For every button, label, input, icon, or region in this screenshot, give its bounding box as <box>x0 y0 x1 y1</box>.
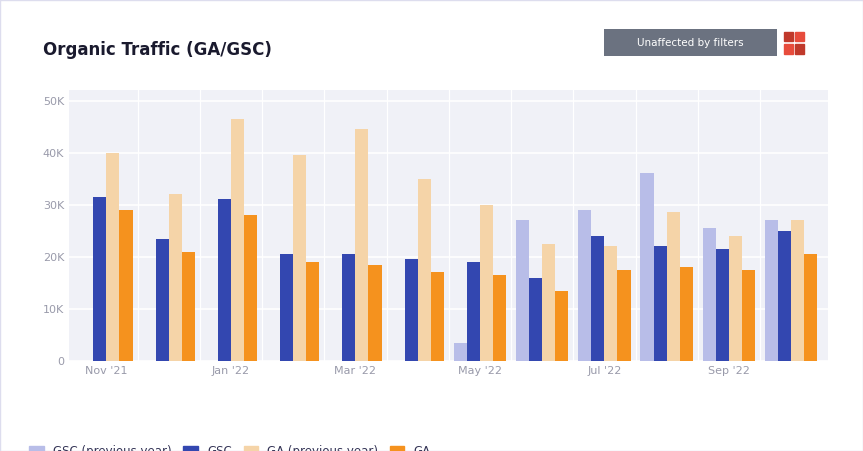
Bar <box>542 244 555 361</box>
Bar <box>343 254 356 361</box>
Bar <box>555 290 568 361</box>
Bar <box>578 210 591 361</box>
Bar <box>280 254 293 361</box>
Bar <box>702 228 715 361</box>
Bar <box>529 277 542 361</box>
Bar <box>244 215 257 361</box>
Bar <box>182 252 195 361</box>
Bar <box>666 212 680 361</box>
Bar <box>369 265 381 361</box>
Bar <box>765 220 778 361</box>
Bar <box>168 194 182 361</box>
Bar <box>791 220 804 361</box>
Bar <box>293 155 306 361</box>
Bar <box>155 239 168 361</box>
Legend: GSC (previous year), GSC, GA (previous year), GA: GSC (previous year), GSC, GA (previous y… <box>29 445 431 451</box>
Bar <box>306 262 319 361</box>
Bar <box>617 270 631 361</box>
Bar <box>796 32 804 41</box>
Bar <box>405 259 418 361</box>
Bar <box>467 262 480 361</box>
Bar <box>93 197 106 361</box>
Bar <box>480 205 493 361</box>
Text: Unaffected by filters: Unaffected by filters <box>637 38 744 48</box>
Bar <box>516 220 529 361</box>
Bar <box>784 44 792 54</box>
Bar <box>119 210 133 361</box>
Bar <box>591 236 604 361</box>
Bar <box>804 254 817 361</box>
Text: Organic Traffic (GA/GSC): Organic Traffic (GA/GSC) <box>43 41 272 59</box>
Bar <box>231 119 244 361</box>
Bar <box>217 199 231 361</box>
Bar <box>742 270 755 361</box>
Bar <box>796 44 804 54</box>
Bar <box>729 236 742 361</box>
Bar <box>418 179 431 361</box>
Bar <box>653 246 666 361</box>
Bar <box>680 267 693 361</box>
Bar <box>604 246 617 361</box>
Bar <box>454 343 467 361</box>
Bar <box>778 231 791 361</box>
Bar <box>431 272 444 361</box>
Bar <box>784 32 792 41</box>
Bar <box>640 174 653 361</box>
Bar <box>715 249 729 361</box>
Bar <box>106 152 119 361</box>
Bar <box>356 129 369 361</box>
Bar <box>493 275 506 361</box>
